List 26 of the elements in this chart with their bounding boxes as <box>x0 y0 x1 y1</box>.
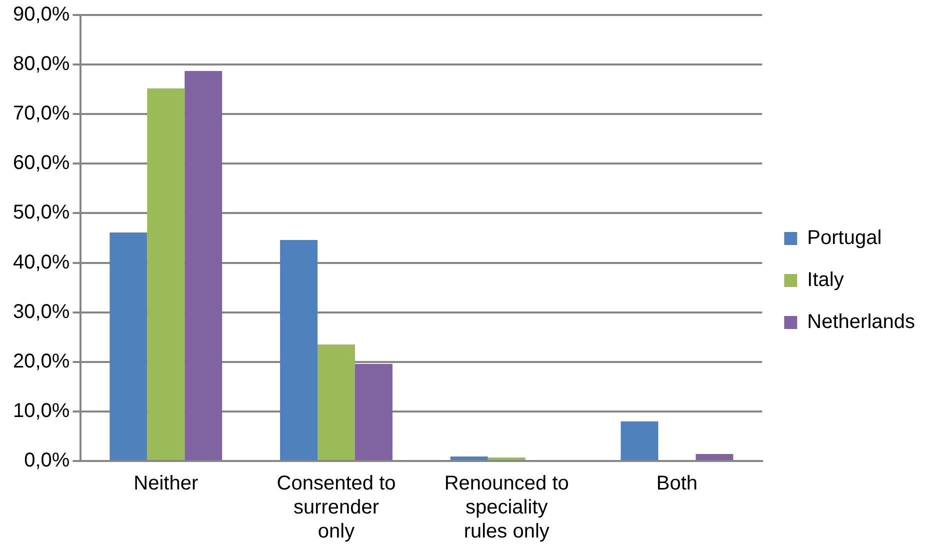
x-tick-label: Consented to surrender only <box>276 472 396 543</box>
bar <box>110 232 148 460</box>
bar <box>184 71 222 460</box>
y-tick-label: 10,0% <box>12 400 70 422</box>
y-tick-label: 70,0% <box>12 102 70 125</box>
legend-label: Netherlands <box>807 311 915 334</box>
y-tick-label: 30,0% <box>12 300 70 323</box>
y-tick-label: 80,0% <box>12 53 70 76</box>
bar <box>450 456 488 460</box>
x-tick-label: Neither <box>134 472 198 495</box>
y-tick-label: 90,0% <box>12 4 70 26</box>
legend-label: Italy <box>807 269 844 292</box>
y-tick-label: 20,0% <box>12 350 70 372</box>
legend-label: Portugal <box>807 227 882 250</box>
y-tick-label: 50,0% <box>12 202 70 224</box>
bar <box>696 454 734 460</box>
bar <box>620 421 658 460</box>
y-tick-label: 0,0% <box>24 450 70 472</box>
bar <box>354 364 392 460</box>
bar <box>147 88 185 460</box>
bar <box>280 240 318 460</box>
y-tick-label: 60,0% <box>12 152 70 174</box>
x-tick-label: Renounced to speciality rules only <box>444 472 569 543</box>
y-tick-label: 40,0% <box>12 251 70 274</box>
x-tick-label: Both <box>656 472 698 495</box>
bar <box>318 344 355 460</box>
